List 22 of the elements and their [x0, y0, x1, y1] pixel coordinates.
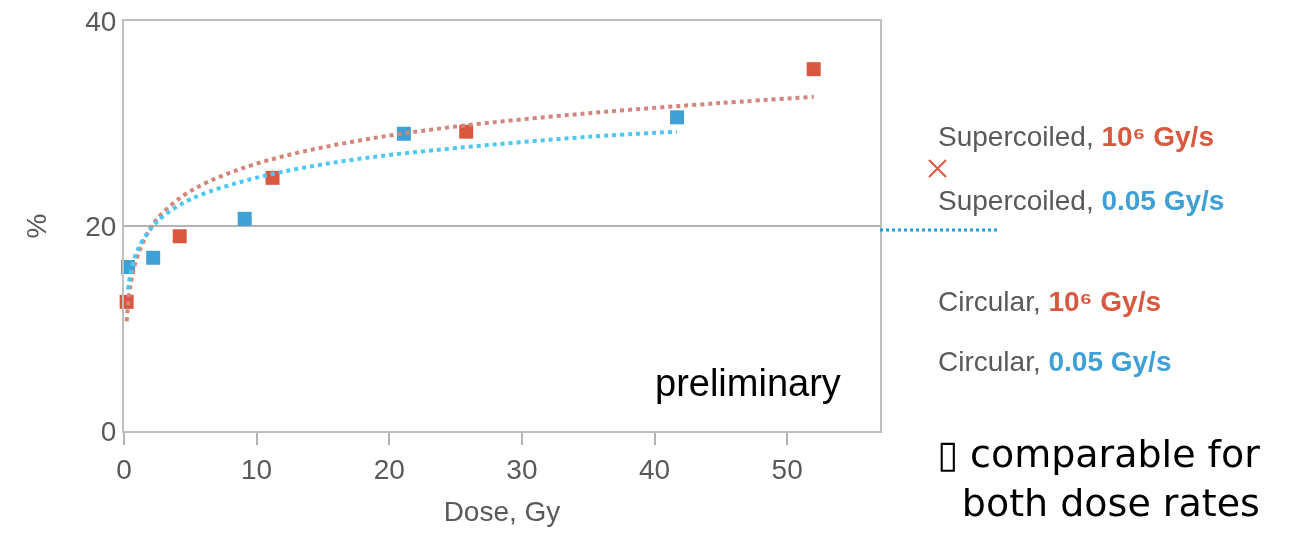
y-axis-title: % — [21, 213, 53, 239]
text: ▯ comparable for both dose rates — [937, 432, 1261, 526]
text: Circular, 0.05 Gy/s — [938, 346, 1172, 377]
y-tick-label: 20 — [85, 210, 117, 242]
y-tick-label: 0 — [100, 415, 117, 447]
x-tick-label: 40 — [638, 453, 671, 485]
text: Circular, 10⁶ Gy/s — [938, 286, 1161, 317]
point — [172, 229, 187, 244]
annotation: preliminary — [655, 362, 841, 404]
x-tick-label: 50 — [771, 453, 803, 485]
text: Supercoiled, 0.05 Gy/s — [938, 185, 1225, 216]
x-axis-title: Dose, Gy — [443, 496, 561, 528]
x-tick-label: 20 — [373, 453, 405, 485]
x-tick-label: 10 — [241, 453, 273, 485]
y-tick-label: 40 — [85, 5, 117, 37]
text: Supercoiled, 10⁶ Gy/s — [938, 121, 1214, 152]
point — [237, 211, 252, 226]
line-series — [124, 94, 816, 324]
point — [806, 62, 821, 77]
x-tick-label: 30 — [506, 453, 538, 485]
point — [146, 250, 161, 265]
point — [670, 110, 685, 125]
